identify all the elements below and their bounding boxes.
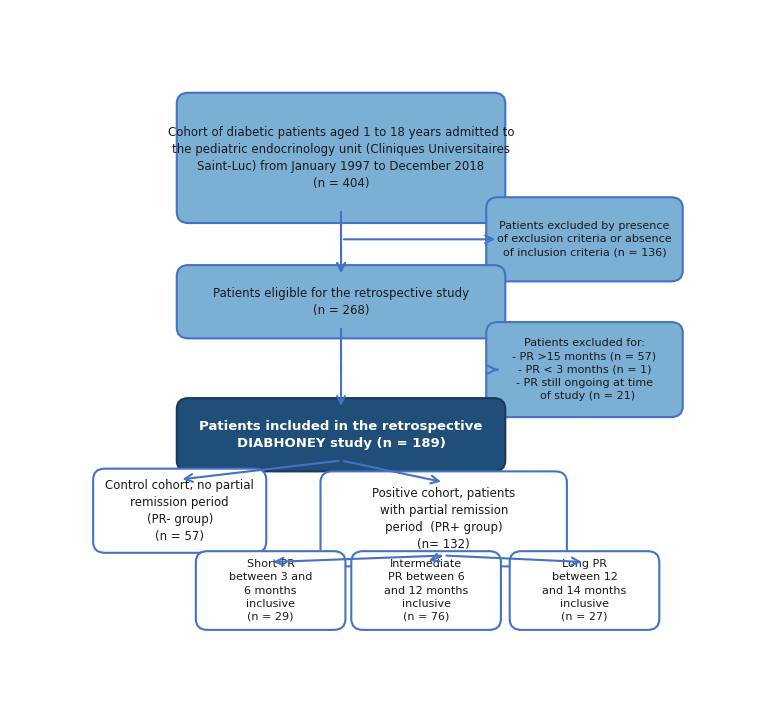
- FancyBboxPatch shape: [351, 551, 501, 630]
- FancyBboxPatch shape: [177, 398, 506, 472]
- Text: Patients excluded by presence
of exclusion criteria or absence
of inclusion crit: Patients excluded by presence of exclusi…: [497, 221, 671, 257]
- Text: Short PR
between 3 and
6 months
inclusive
(n = 29): Short PR between 3 and 6 months inclusiv…: [229, 559, 313, 622]
- Text: Patients eligible for the retrospective study
(n = 268): Patients eligible for the retrospective …: [213, 287, 469, 317]
- FancyBboxPatch shape: [509, 551, 659, 630]
- FancyBboxPatch shape: [177, 93, 506, 223]
- Text: Positive cohort, patients
with partial remission
period  (PR+ group)
(n= 132): Positive cohort, patients with partial r…: [372, 487, 516, 551]
- FancyBboxPatch shape: [486, 322, 683, 417]
- Text: Long PR
between 12
and 14 months
inclusive
(n = 27): Long PR between 12 and 14 months inclusi…: [542, 559, 627, 622]
- FancyBboxPatch shape: [486, 197, 683, 281]
- Text: Patients included in the retrospective
DIABHONEY study (n = 189): Patients included in the retrospective D…: [199, 419, 483, 450]
- Text: Cohort of diabetic patients aged 1 to 18 years admitted to
the pediatric endocri: Cohort of diabetic patients aged 1 to 18…: [168, 126, 514, 190]
- Text: Control cohort, no partial
remission period
(PR- group)
(n = 57): Control cohort, no partial remission per…: [105, 479, 254, 543]
- FancyBboxPatch shape: [93, 469, 266, 553]
- FancyBboxPatch shape: [320, 472, 567, 566]
- FancyBboxPatch shape: [177, 265, 506, 338]
- Text: Intermediate
PR between 6
and 12 months
inclusive
(n = 76): Intermediate PR between 6 and 12 months …: [384, 559, 469, 622]
- Text: Patients excluded for:
- PR >15 months (n = 57)
- PR < 3 months (n = 1)
- PR sti: Patients excluded for: - PR >15 months (…: [512, 338, 656, 401]
- FancyBboxPatch shape: [196, 551, 345, 630]
